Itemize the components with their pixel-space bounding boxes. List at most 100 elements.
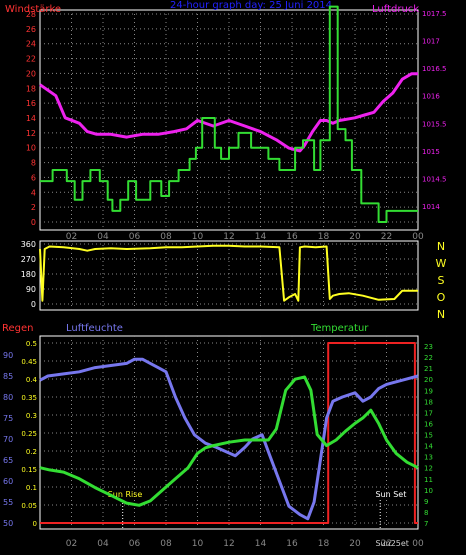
temperature-tick-label: 16 <box>424 420 433 428</box>
wind-speed-axis-title: Windstärke <box>5 4 61 15</box>
humidity-tick-label: 55 <box>3 498 13 507</box>
compass-label: W <box>436 257 447 270</box>
x-tick-label: 22 <box>381 232 392 242</box>
chart-marks: 024681012141618202224262810141014.510151… <box>3 5 447 549</box>
temperature-tick-label: 13 <box>424 454 433 462</box>
pressure-tick-label: 1014.5 <box>422 175 447 183</box>
pressure-tick-label: 1015 <box>422 148 440 156</box>
sun-set-label: Sun Set <box>375 490 406 499</box>
humidity-tick-label: 60 <box>3 477 13 486</box>
wind-direction-tick-label: 90 <box>26 285 36 294</box>
rain-tick-label: 0.15 <box>21 466 37 474</box>
rain-line <box>40 342 418 524</box>
temperature-tick-label: 10 <box>424 487 433 495</box>
x-tick-label: 08 <box>160 539 172 549</box>
temperature-tick-label: 11 <box>424 476 433 484</box>
temperature-tick-label: 8 <box>424 509 428 517</box>
x-tick-label: 20 <box>349 232 361 242</box>
temperature-tick-label: 21 <box>424 365 433 373</box>
wind-direction-tick-label: 270 <box>21 255 36 264</box>
temperature-tick-label: 7 <box>424 520 428 528</box>
rain-tick-label: 0.05 <box>21 502 37 510</box>
temperature-tick-label: 14 <box>424 443 433 451</box>
x-tick-label: 18 <box>318 232 330 242</box>
x-tick-label: 12 <box>223 539 234 549</box>
temperature-line <box>39 375 419 507</box>
x-tick-label: 02 <box>66 232 77 242</box>
pressure-tick-label: 1017.5 <box>422 10 447 18</box>
panel-wind-direction-frame <box>39 240 419 311</box>
wind-speed-tick-label: 2 <box>31 203 36 212</box>
x-tick-label: 20 <box>349 539 361 549</box>
temperature-tick-label: 15 <box>424 432 433 440</box>
rain-tick-label: 0.25 <box>21 430 37 438</box>
rain-tick-label: 0.3 <box>26 412 37 420</box>
pressure-axis-title: Luftdruck <box>372 4 419 15</box>
wind-speed-tick-label: 4 <box>31 188 36 197</box>
wind-speed-tick-label: 10 <box>26 144 36 153</box>
humidity-line <box>39 357 419 521</box>
rain-tick-label: 0.5 <box>26 340 37 348</box>
pressure-tick-label: 1014 <box>422 203 440 211</box>
humidity-tick-label: 85 <box>3 372 13 381</box>
x-tick-label: 04 <box>97 232 109 242</box>
x-tick-label: 00 <box>412 539 424 549</box>
compass-label: O <box>437 291 446 304</box>
rain-tick-label: 0.35 <box>21 394 37 402</box>
sunset-overlap-label: Sun25et <box>375 539 408 548</box>
x-tick-label: 22 <box>381 539 392 549</box>
x-tick-label: 04 <box>97 539 109 549</box>
compass-label: N <box>437 308 445 321</box>
sun-rise-label: Sun Rise <box>108 490 143 499</box>
humidity-tick-label: 50 <box>3 519 13 528</box>
rain-tick-label: 0.45 <box>21 358 37 366</box>
pressure-tick-label: 1016 <box>422 93 440 101</box>
temperature-tick-label: 20 <box>424 376 433 384</box>
wind-speed-tick-label: 18 <box>26 84 36 93</box>
x-tick-label: 14 <box>255 539 267 549</box>
wind-speed-line <box>40 5 418 223</box>
humidity-tick-label: 75 <box>3 414 13 423</box>
compass-label: N <box>437 240 445 253</box>
x-tick-label: 02 <box>66 539 77 549</box>
x-tick-label: 10 <box>192 232 204 242</box>
wind-speed-tick-label: 8 <box>31 159 36 168</box>
wind-speed-tick-label: 28 <box>26 10 36 19</box>
wind-speed-tick-label: 12 <box>26 129 36 138</box>
wind-speed-tick-label: 14 <box>26 114 36 123</box>
pressure-tick-label: 1015.5 <box>422 120 447 128</box>
x-tick-label: 12 <box>223 232 234 242</box>
humidity-axis-title: Luftfeuchte <box>66 323 123 334</box>
wind-speed-tick-label: 0 <box>31 218 36 227</box>
temperature-tick-label: 17 <box>424 409 433 417</box>
wind-direction-tick-label: 360 <box>21 240 36 249</box>
x-tick-label: 00 <box>412 232 424 242</box>
wind-speed-tick-label: 22 <box>26 55 36 64</box>
rain-tick-label: 0.4 <box>26 376 38 384</box>
temperature-tick-label: 18 <box>424 398 433 406</box>
wind-speed-tick-label: 6 <box>31 173 36 182</box>
pressure-line <box>39 72 418 153</box>
chart-title: 24-hour graph day: 25 Juni 2014 <box>170 0 332 11</box>
compass-label: S <box>438 274 445 287</box>
rain-tick-label: 0.1 <box>26 484 37 492</box>
temperature-tick-label: 22 <box>424 354 433 362</box>
temperature-axis-title: Temperatur <box>310 323 369 334</box>
temperature-tick-label: 9 <box>424 498 428 506</box>
wind-direction-tick-label: 0 <box>31 300 36 309</box>
wind-direction-tick-label: 180 <box>21 270 36 279</box>
wind-speed-tick-label: 20 <box>26 69 36 78</box>
rain-tick-label: 0 <box>33 520 37 528</box>
x-tick-label: 08 <box>160 232 172 242</box>
humidity-tick-label: 65 <box>3 456 13 465</box>
wind-speed-tick-label: 26 <box>26 25 36 34</box>
temperature-tick-label: 23 <box>424 343 433 351</box>
x-tick-label: 16 <box>286 232 298 242</box>
pressure-tick-label: 1017 <box>422 38 440 46</box>
x-tick-label: 16 <box>286 539 298 549</box>
wind-direction-line <box>39 244 418 302</box>
x-tick-label: 10 <box>192 539 204 549</box>
pressure-tick-label: 1016.5 <box>422 65 447 73</box>
temperature-tick-label: 19 <box>424 387 433 395</box>
